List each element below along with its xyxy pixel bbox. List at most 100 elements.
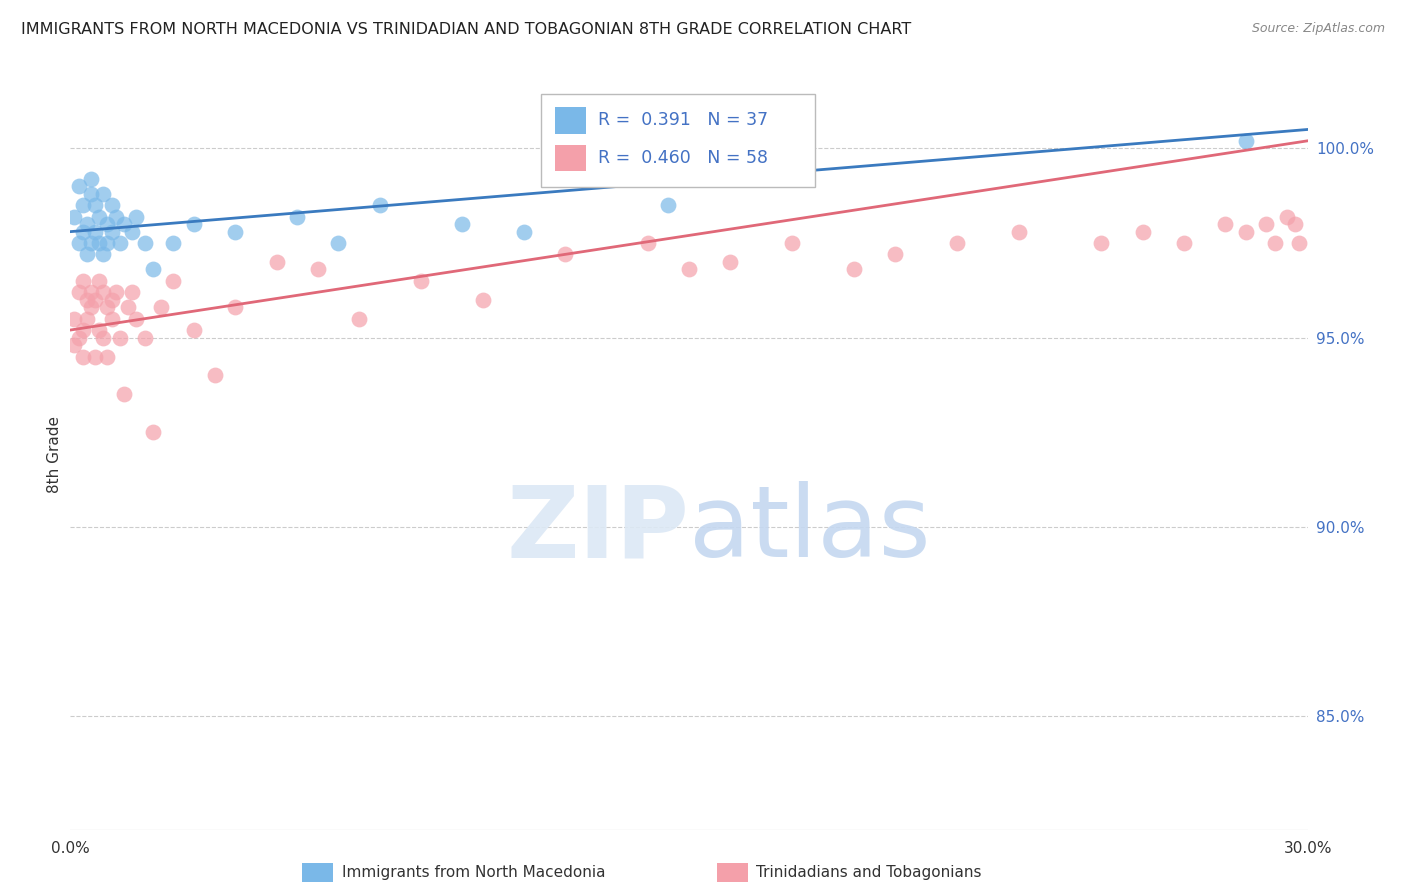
Text: Source: ZipAtlas.com: Source: ZipAtlas.com <box>1251 22 1385 36</box>
Point <box>183 323 205 337</box>
Point <box>780 235 803 250</box>
Point <box>678 262 700 277</box>
Point <box>1173 235 1195 250</box>
Point <box>409 274 432 288</box>
Point <box>142 425 165 440</box>
Text: IMMIGRANTS FROM NORTH MACEDONIA VS TRINIDADIAN AND TOBAGONIAN 8TH GRADE CORRELAT: IMMIGRANTS FROM NORTH MACEDONIA VS TRINI… <box>21 22 911 37</box>
Y-axis label: 8th Grade: 8th Grade <box>46 417 62 493</box>
Text: R =  0.391   N = 37: R = 0.391 N = 37 <box>598 112 768 129</box>
Point <box>100 225 122 239</box>
Point <box>471 293 494 307</box>
Point <box>84 198 107 212</box>
Point <box>162 274 184 288</box>
Point <box>104 210 127 224</box>
Point <box>72 350 94 364</box>
Point <box>80 285 103 300</box>
Point <box>884 247 907 261</box>
Text: ZIP: ZIP <box>506 482 689 578</box>
Point <box>112 387 135 401</box>
Point <box>117 301 139 315</box>
Point <box>134 235 156 250</box>
Point <box>63 311 86 326</box>
Point <box>224 225 246 239</box>
Point <box>80 301 103 315</box>
Point <box>67 179 90 194</box>
Point <box>328 235 350 250</box>
Point <box>67 330 90 344</box>
Point <box>67 285 90 300</box>
Point <box>150 301 173 315</box>
Point <box>72 323 94 337</box>
Point <box>554 247 576 261</box>
Text: R =  0.460   N = 58: R = 0.460 N = 58 <box>598 149 768 167</box>
Point <box>89 210 111 224</box>
Point <box>162 235 184 250</box>
Point <box>1234 134 1257 148</box>
Point <box>84 225 107 239</box>
Point <box>224 301 246 315</box>
Point <box>112 217 135 231</box>
Text: Immigrants from North Macedonia: Immigrants from North Macedonia <box>342 865 605 880</box>
Point <box>142 262 165 277</box>
Point <box>125 311 148 326</box>
Point <box>513 225 536 239</box>
Point <box>451 217 474 231</box>
Point <box>91 247 114 261</box>
Point <box>204 368 226 383</box>
Point <box>637 235 659 250</box>
Point <box>100 311 122 326</box>
Point <box>368 198 391 212</box>
Point <box>946 235 969 250</box>
Point <box>842 262 865 277</box>
Point <box>1264 235 1286 250</box>
Point <box>89 274 111 288</box>
Point <box>1256 217 1278 231</box>
Point <box>121 285 143 300</box>
Point <box>108 235 131 250</box>
Point <box>80 186 103 201</box>
Point <box>80 235 103 250</box>
Point <box>1213 217 1236 231</box>
Point <box>1275 210 1298 224</box>
Point <box>100 198 122 212</box>
Point <box>347 311 370 326</box>
Point <box>72 225 94 239</box>
Point <box>121 225 143 239</box>
Point <box>76 293 98 307</box>
Point <box>84 350 107 364</box>
Point <box>104 285 127 300</box>
Point <box>1284 217 1306 231</box>
Point <box>183 217 205 231</box>
Point <box>718 255 741 269</box>
Point <box>1008 225 1031 239</box>
Point <box>91 285 114 300</box>
Point <box>266 255 288 269</box>
Point <box>63 210 86 224</box>
Point <box>1288 235 1310 250</box>
Point <box>67 235 90 250</box>
Point <box>91 330 114 344</box>
Point <box>84 293 107 307</box>
Point <box>100 293 122 307</box>
Point <box>96 350 118 364</box>
Point <box>1090 235 1112 250</box>
Point <box>285 210 308 224</box>
Text: atlas: atlas <box>689 482 931 578</box>
Point <box>63 338 86 352</box>
Point <box>125 210 148 224</box>
Point <box>1234 225 1257 239</box>
Point <box>96 217 118 231</box>
Point <box>108 330 131 344</box>
Point <box>1132 225 1154 239</box>
Point <box>89 323 111 337</box>
Text: Trinidadians and Tobagonians: Trinidadians and Tobagonians <box>756 865 981 880</box>
Point <box>72 274 94 288</box>
Point <box>72 198 94 212</box>
Point <box>76 311 98 326</box>
Point <box>80 171 103 186</box>
Point <box>89 235 111 250</box>
Point <box>76 247 98 261</box>
Point <box>91 186 114 201</box>
Point <box>134 330 156 344</box>
Point <box>657 198 679 212</box>
